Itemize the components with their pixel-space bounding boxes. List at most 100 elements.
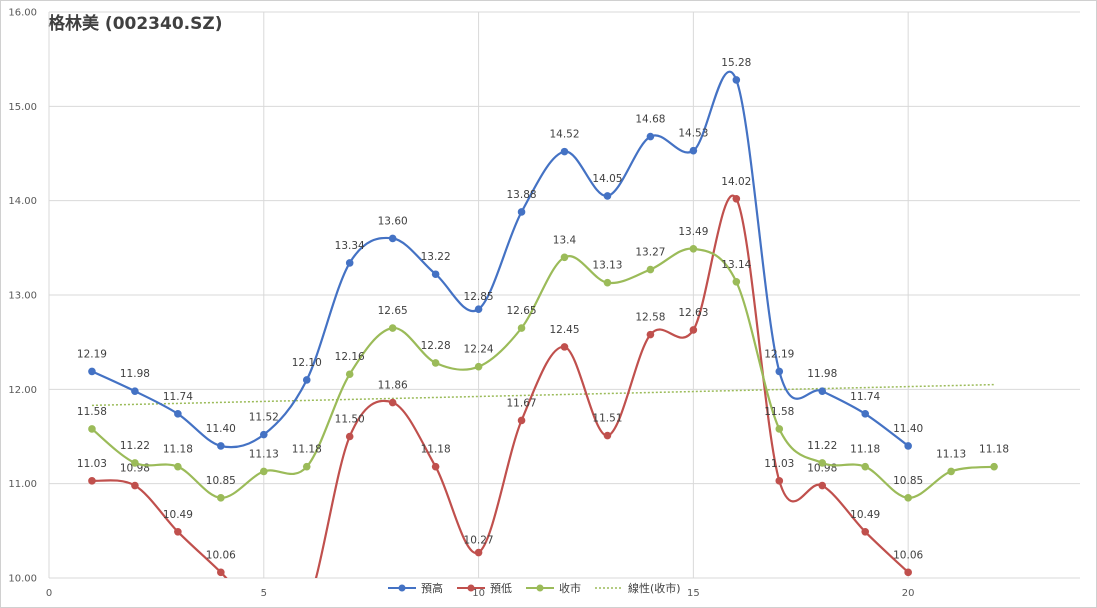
- data-point-close: [947, 467, 955, 476]
- data-point-high: [560, 147, 569, 156]
- data-label-low: 11.67: [507, 397, 537, 409]
- data-point-high: [904, 442, 912, 450]
- data-point-high: [517, 208, 526, 216]
- data-label-close: 13.49: [678, 226, 708, 238]
- data-label-close: 11.13: [249, 448, 279, 460]
- data-point-low: [689, 326, 698, 334]
- y-tick-label: 16.00: [8, 8, 37, 19]
- legend-label-low: 預低: [490, 582, 512, 595]
- y-tick-label: 12.00: [8, 385, 37, 396]
- data-label-low: 11.86: [378, 380, 408, 392]
- data-point-low: [88, 477, 96, 485]
- data-label-high: 11.74: [163, 391, 193, 403]
- data-point-high: [345, 259, 354, 267]
- data-point-high: [689, 146, 698, 155]
- data-label-low: 10.06: [893, 549, 923, 561]
- data-point-high: [732, 76, 741, 84]
- data-point-low: [861, 527, 870, 536]
- data-point-close: [904, 494, 912, 502]
- data-point-close: [990, 462, 998, 471]
- data-point-high: [861, 410, 870, 418]
- data-label-close: 11.58: [764, 406, 794, 418]
- data-point-low: [560, 343, 569, 351]
- y-tick-label: 11.00: [8, 479, 37, 490]
- data-label-close: 11.13: [936, 448, 966, 460]
- data-label-low: 11.51: [592, 413, 622, 425]
- data-point-high: [174, 410, 182, 418]
- legend-item-trend: 線性(收市): [595, 580, 681, 596]
- data-label-low: 12.45: [549, 324, 579, 336]
- data-label-low: 10.49: [850, 509, 880, 521]
- data-label-high: 11.98: [807, 368, 837, 380]
- legend-label-close: 收市: [559, 582, 581, 595]
- y-tick-label: 13.00: [8, 291, 37, 302]
- data-label-close: 13.13: [592, 260, 622, 272]
- y-tick-label: 10.00: [8, 574, 37, 585]
- data-point-close: [732, 277, 741, 286]
- legend-swatch-high: [388, 584, 416, 592]
- data-point-low: [517, 416, 526, 425]
- x-tick-label: 15: [687, 588, 700, 599]
- data-point-low: [388, 398, 397, 407]
- data-point-high: [775, 367, 784, 376]
- data-label-high: 11.74: [850, 391, 880, 403]
- legend-swatch-trend: [595, 587, 623, 589]
- data-point-low: [345, 432, 354, 441]
- data-point-close: [131, 459, 139, 467]
- data-label-high: 13.60: [378, 215, 408, 227]
- data-point-high: [646, 132, 655, 141]
- legend-swatch-close: [526, 584, 554, 592]
- data-label-high: 14.05: [592, 173, 622, 185]
- data-point-close: [259, 467, 268, 476]
- data-point-close: [388, 324, 397, 332]
- data-label-close: 11.18: [292, 444, 322, 456]
- data-label-low: 14.02: [721, 176, 751, 188]
- data-label-low: 11.03: [77, 458, 107, 470]
- data-point-high: [88, 367, 96, 376]
- data-point-close: [560, 253, 569, 262]
- legend-label-high: 預高: [421, 582, 443, 595]
- data-label-close: 11.18: [163, 444, 193, 456]
- data-label-high: 14.52: [549, 129, 579, 141]
- series-line-low: [91, 194, 909, 578]
- data-point-low: [131, 481, 139, 490]
- data-label-high: 12.10: [292, 357, 322, 369]
- data-point-low: [174, 527, 182, 536]
- data-label-close: 12.28: [421, 340, 451, 352]
- data-point-close: [517, 324, 526, 332]
- data-point-close: [431, 359, 440, 367]
- data-label-low: 11.18: [421, 444, 451, 456]
- data-point-close: [474, 362, 483, 371]
- data-label-low: 12.63: [678, 307, 708, 319]
- data-point-high: [818, 387, 827, 396]
- y-tick-label: 14.00: [8, 196, 37, 207]
- data-point-high: [302, 376, 311, 384]
- data-label-high: 14.53: [678, 128, 708, 140]
- data-point-close: [861, 462, 870, 471]
- data-point-low: [603, 431, 612, 440]
- data-label-high: 13.22: [421, 251, 451, 263]
- data-label-close: 12.16: [335, 351, 365, 363]
- data-label-high: 13.34: [335, 240, 365, 252]
- data-point-low: [818, 481, 827, 490]
- data-point-low: [732, 194, 741, 203]
- data-label-high: 11.40: [206, 423, 236, 435]
- data-point-close: [646, 265, 655, 274]
- data-point-high: [474, 305, 483, 313]
- data-point-low: [904, 568, 912, 577]
- data-label-close: 12.65: [378, 305, 408, 317]
- legend-item-low: 預低: [457, 580, 512, 596]
- y-tick-label: 15.00: [8, 102, 37, 113]
- data-point-close: [603, 278, 612, 287]
- data-label-close: 12.24: [464, 344, 494, 356]
- x-tick-label: 5: [261, 588, 267, 599]
- legend: 預高 預低 收市 線性(收市): [388, 580, 681, 596]
- data-point-low: [775, 477, 784, 485]
- data-label-high: 11.98: [120, 368, 150, 380]
- data-point-close: [174, 462, 182, 471]
- data-point-high: [431, 270, 440, 279]
- data-label-high: 12.85: [464, 291, 494, 303]
- x-tick-label: 0: [46, 588, 52, 599]
